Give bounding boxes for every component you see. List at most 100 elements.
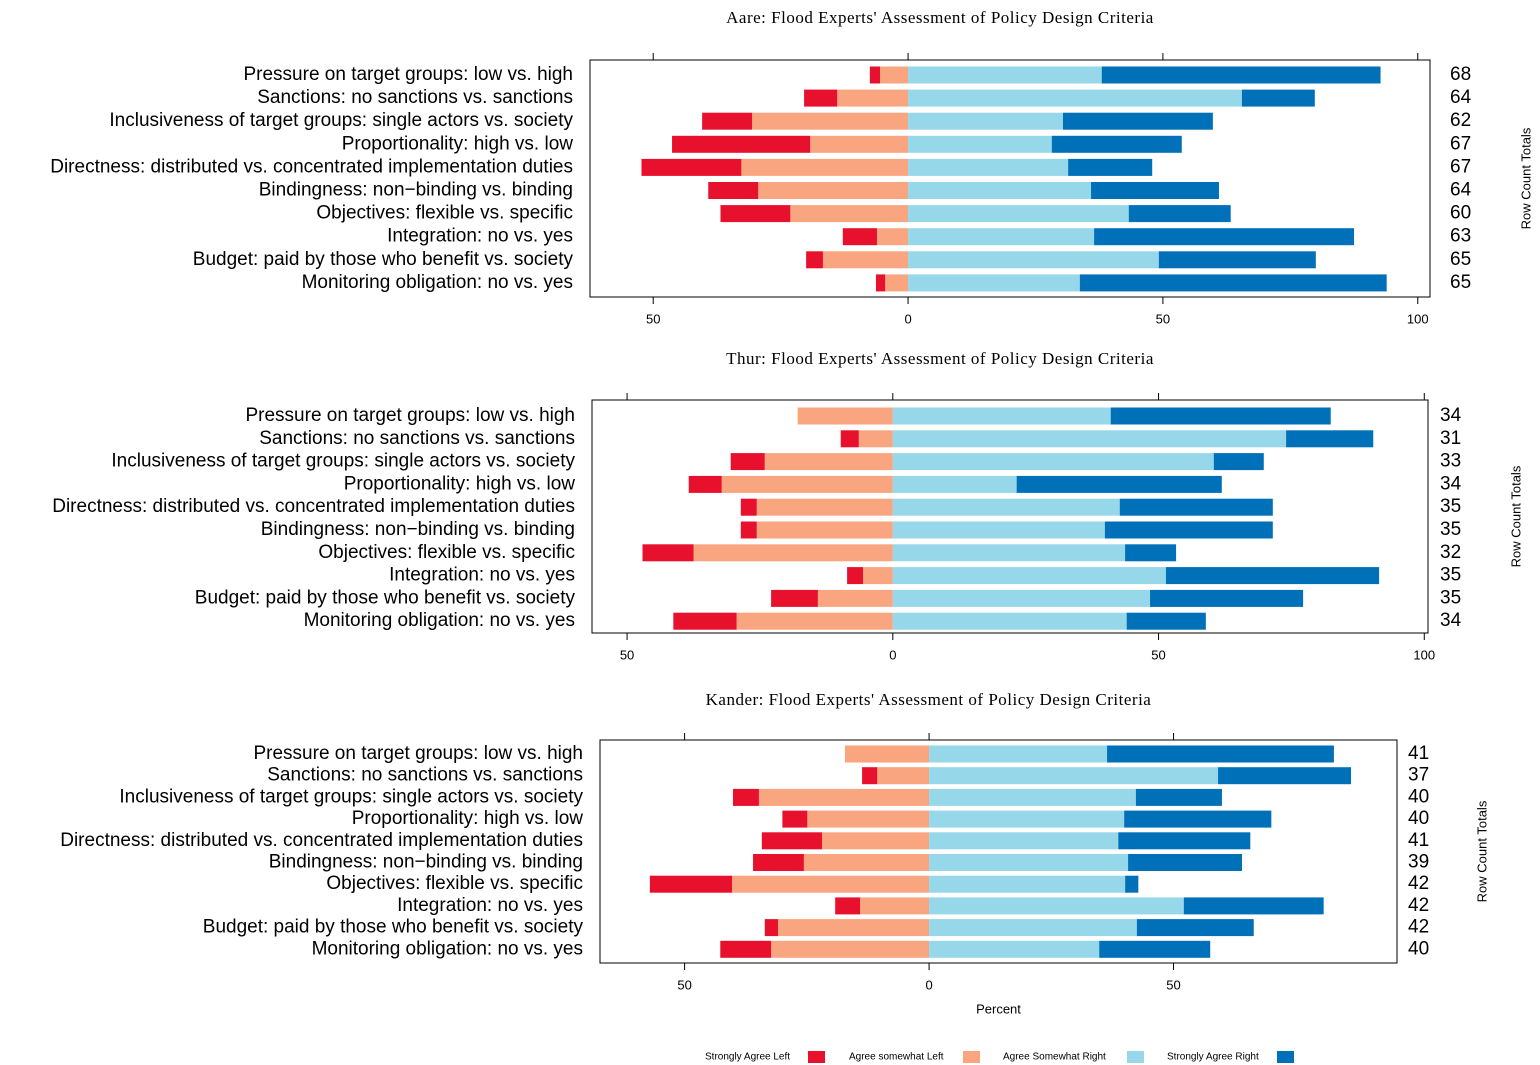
x-tick-label: 0: [889, 647, 896, 662]
bar-segment: [1118, 832, 1251, 850]
bar-segment: [1051, 135, 1182, 153]
legend-label: Strongly Agree Right: [1167, 1052, 1259, 1063]
bar-segment: [756, 521, 893, 539]
bar-segment: [790, 205, 909, 223]
row-total: 35: [1440, 496, 1461, 517]
row-total: 32: [1440, 542, 1461, 563]
bar-segment: [929, 745, 1108, 763]
bar-segment: [1110, 407, 1331, 425]
bar-segment: [1063, 112, 1213, 130]
bar-segment: [1218, 767, 1352, 785]
bar-segment: [1094, 228, 1355, 246]
bar-segment: [807, 810, 930, 828]
bar-segment: [1128, 854, 1243, 871]
row-total: 64: [1450, 87, 1472, 108]
bar-segment: [688, 475, 722, 493]
bar-segment: [764, 453, 893, 471]
bar-segment: [771, 940, 930, 958]
row-total: 67: [1450, 156, 1471, 177]
bar-segment: [869, 66, 881, 84]
chart-title: Kander: Flood Experts' Assessment of Pol…: [706, 690, 1152, 709]
legend-label: Agree Somewhat Right: [1003, 1052, 1106, 1063]
row-total: 67: [1450, 133, 1471, 154]
category-label: Objectives: flexible vs. specific: [316, 203, 573, 224]
x-tick-label: 50: [1166, 977, 1180, 992]
bar-segment: [875, 274, 886, 292]
bar-segment: [908, 89, 1242, 107]
category-label: Integration: no vs. yes: [397, 895, 583, 916]
bar-segment: [908, 112, 1064, 130]
category-label: Integration: no vs. yes: [387, 226, 573, 247]
bar-segment: [1241, 89, 1315, 107]
bar-segment: [885, 274, 909, 292]
bar-segment: [847, 567, 864, 585]
bar-segment: [876, 228, 909, 246]
bar-segment: [1126, 612, 1206, 630]
category-label: Directness: distributed vs. concentrated…: [60, 830, 583, 851]
x-tick-label: 50: [1151, 647, 1165, 662]
bar-segment: [741, 158, 909, 176]
category-label: Inclusiveness of target groups: single a…: [119, 786, 583, 807]
category-label: Sanctions: no sanctions vs. sanctions: [259, 428, 575, 449]
bar-segment: [877, 767, 930, 785]
bar-segment: [821, 832, 930, 850]
bar-segment: [806, 251, 823, 269]
bar-segment: [1150, 589, 1304, 607]
legend-swatch: [808, 1051, 825, 1063]
bar-segment: [860, 897, 930, 915]
row-total: 68: [1450, 64, 1471, 85]
plot-frame: [599, 739, 1398, 964]
bar-segment: [1091, 182, 1219, 199]
bar-segment: [642, 544, 694, 562]
legend-swatch: [1127, 1051, 1144, 1063]
bar-segment: [758, 182, 909, 199]
category-label: Sanctions: no sanctions vs. sanctions: [267, 765, 583, 786]
bar-segment: [1128, 205, 1231, 223]
x-tick-label: 0: [925, 977, 932, 992]
x-tick-label: 50: [620, 647, 634, 662]
bar-segment: [929, 767, 1219, 785]
bar-segment: [720, 205, 791, 223]
row-total: 34: [1440, 473, 1462, 494]
x-tick-label: 50: [677, 977, 691, 992]
category-label: Proportionality: high vs. low: [344, 473, 576, 494]
bar-segment: [929, 940, 1100, 958]
bar-segment: [908, 274, 1080, 292]
category-label: Monitoring obligation: no vs. yes: [312, 938, 583, 959]
row-total: 41: [1408, 743, 1429, 764]
row-totals-label: Row Count Totals: [1518, 127, 1533, 229]
legend-label: Strongly Agree Left: [705, 1052, 790, 1063]
bar-segment: [908, 182, 1092, 199]
bar-segment: [908, 205, 1129, 223]
bar-segment: [732, 788, 759, 806]
category-label: Directness: distributed vs. concentrated…: [50, 156, 573, 177]
plot-frame: [589, 59, 1431, 298]
bar-segment: [740, 521, 757, 539]
bar-segment: [721, 475, 893, 493]
bar-segment: [1124, 810, 1272, 828]
category-label: Sanctions: no sanctions vs. sanctions: [257, 87, 573, 108]
bar-segment: [672, 135, 811, 153]
row-total: 40: [1408, 786, 1429, 807]
bar-segment: [1125, 875, 1139, 893]
bar-segment: [892, 453, 1214, 471]
category-label: Directness: distributed vs. concentrated…: [52, 496, 575, 517]
row-total: 34: [1440, 405, 1462, 426]
row-total: 35: [1440, 565, 1461, 586]
category-label: Pressure on target groups: low vs. high: [253, 743, 583, 764]
bar-segment: [892, 475, 1017, 493]
category-label: Monitoring obligation: no vs. yes: [302, 272, 573, 293]
bar-segment: [732, 875, 930, 893]
bar-segment: [1136, 919, 1254, 937]
bar-segment: [908, 228, 1095, 246]
x-tick-label: 50: [646, 311, 660, 326]
bar-segment: [892, 430, 1287, 448]
x-axis-label: Percent: [976, 1001, 1021, 1016]
bar-segment: [892, 544, 1126, 562]
bar-segment: [908, 158, 1069, 176]
row-total: 42: [1408, 895, 1429, 916]
category-label: Inclusiveness of target groups: single a…: [109, 110, 573, 131]
bar-segment: [1104, 521, 1273, 539]
row-total: 34: [1440, 610, 1462, 631]
chart-title: Aare: Flood Experts' Assessment of Polic…: [726, 8, 1154, 27]
